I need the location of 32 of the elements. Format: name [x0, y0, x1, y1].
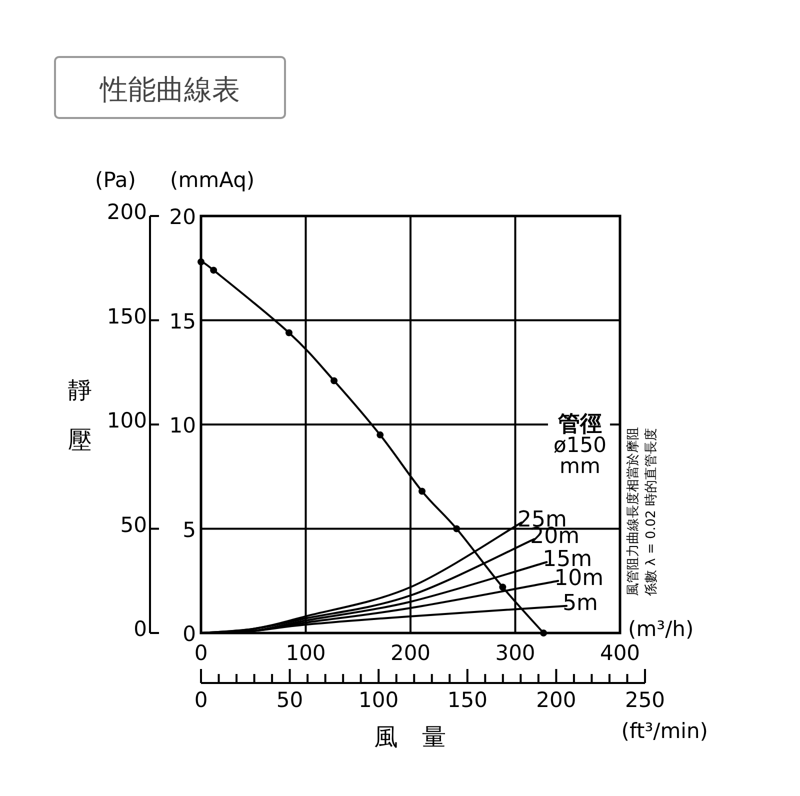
y2-tick-label: 15	[169, 309, 196, 334]
y-tick-label: 0	[134, 617, 147, 641]
x-tick-label: 300	[495, 641, 536, 665]
x-tick-label: 0	[194, 641, 208, 665]
x2-axis-title: (ft³/min)	[621, 719, 708, 743]
x-tick-label: 100	[286, 641, 326, 665]
x2-tick-label: 200	[536, 688, 576, 712]
y2-axis-title: (mmAq)	[170, 168, 255, 192]
y-tick-label: 150	[106, 304, 147, 328]
x2-tick-label: 100	[358, 688, 399, 712]
x2-tick-label: 250	[624, 688, 666, 712]
y2-tick-label: 5	[182, 518, 196, 542]
x-tick-label: 200	[390, 641, 431, 665]
y2-tick-label: 20	[169, 205, 196, 229]
text: (Pa)	[95, 168, 136, 192]
series-label: 5m	[562, 590, 598, 616]
x-tick-label: 400	[600, 641, 640, 665]
y-tick-label: 200	[106, 200, 147, 224]
y-tick-label: 100	[106, 408, 147, 432]
y-axis-title: 靜壓	[68, 376, 92, 454]
x2-tick-label: 50	[276, 688, 304, 712]
x-axis-title: 風 量	[374, 723, 446, 751]
annotation: 管徑 ø150 mm	[554, 411, 606, 478]
x2-tick-label: 0	[194, 688, 208, 712]
y2-tick-label: 0	[182, 622, 196, 646]
x2-tick-label: 150	[447, 688, 488, 712]
text: (m³/h)	[628, 617, 694, 641]
y2-tick-label: 10	[169, 414, 196, 438]
chart-title: 性能曲線表	[99, 73, 240, 106]
text: 係數 λ = 0.02 時的直管長度	[643, 428, 659, 597]
y-tick-label: 50	[120, 512, 147, 537]
text: 風管阻力曲線長度相當於摩阻	[625, 427, 641, 596]
